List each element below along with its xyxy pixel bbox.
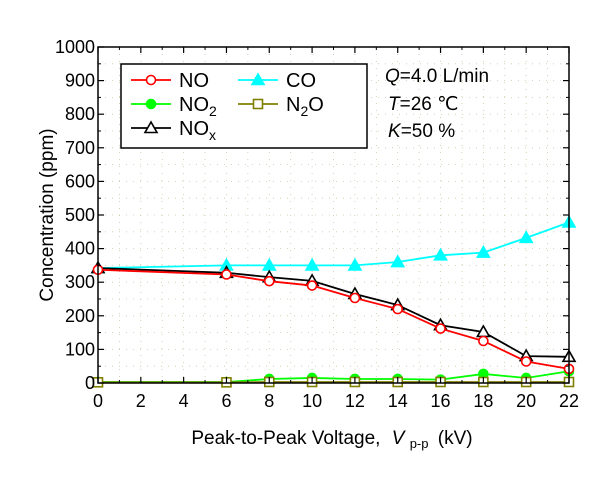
series-line-co	[97, 221, 570, 269]
x-tick-label: 16	[431, 391, 451, 411]
x-axis-title-unit: (kV)	[438, 428, 473, 449]
y-tick-label: 300	[65, 272, 95, 292]
x-axis-title-sub: p-p	[410, 436, 429, 451]
series-no	[92, 264, 575, 375]
y-tick-label: 800	[65, 104, 95, 124]
legend-marker	[145, 74, 157, 86]
condition-temperature: T=26 ℃	[388, 94, 458, 115]
legend-marker	[252, 98, 264, 110]
x-tick-label: 22	[559, 391, 579, 411]
x-axis-title: Peak-to-Peak Voltage, V p-p (kV)	[191, 428, 472, 453]
legend-label: CO	[286, 70, 316, 92]
legend-marker	[145, 98, 157, 110]
y-tick-label: 200	[65, 306, 95, 326]
x-tick-label: 6	[221, 391, 231, 411]
x-tick-label: 0	[93, 391, 103, 411]
x-tick-label: 12	[345, 391, 365, 411]
legend-item-co: CO	[238, 70, 316, 92]
x-tick-label: 14	[388, 391, 408, 411]
data-point-no	[392, 303, 404, 315]
y-tick-label: 0	[85, 373, 95, 393]
y-tick-label: 100	[65, 339, 95, 359]
x-axis-title-main: Peak-to-Peak Voltage,	[191, 428, 380, 449]
x-tick-label: 10	[302, 391, 322, 411]
y-tick-label: 600	[65, 171, 95, 191]
data-point-no	[520, 356, 532, 367]
data-point-no	[221, 269, 232, 280]
series-line-no	[97, 268, 570, 370]
legend-item-nox: NOx	[131, 118, 216, 143]
legend-marker	[143, 120, 159, 134]
legend-box	[120, 63, 368, 149]
data-point-co	[304, 257, 320, 271]
ticks: 0 100 200 300 400 500 600 700 800 900 1000 0 2 4 6 8 10 1…	[55, 37, 579, 411]
y-tick-label: 900	[65, 71, 95, 91]
data-point-no	[478, 335, 489, 347]
x-tick-label: 20	[516, 391, 536, 411]
data-point-co	[433, 247, 448, 261]
condition-humidity: K=50 %	[388, 121, 455, 142]
data-point-no	[263, 275, 275, 287]
data-point-no	[435, 323, 446, 334]
legend-label: N2O	[286, 94, 324, 119]
data-point-no	[306, 280, 318, 291]
legend-item-no: NO	[131, 70, 209, 92]
data-point-no	[349, 292, 361, 304]
data-point-co	[347, 257, 363, 271]
y-axis-title: Concentration (ppm)	[37, 128, 58, 301]
y-tick-label: 400	[65, 239, 95, 259]
x-tick-label: 4	[179, 391, 189, 411]
legend-marker	[250, 72, 266, 86]
legend-label: NOx	[179, 118, 216, 143]
data-point-co	[518, 230, 534, 244]
conditions-block: Q=4.0 L/min T=26 ℃ K=50 %	[385, 66, 489, 142]
x-tick-label: 18	[473, 391, 493, 411]
grid	[97, 46, 570, 384]
data-point-co	[475, 245, 491, 258]
legend-label: NO	[179, 70, 209, 92]
condition-flow-rate: Q=4.0 L/min	[385, 66, 489, 87]
y-tick-label: 700	[65, 138, 95, 158]
legend-item-n2o: N2O	[238, 94, 324, 119]
legend-item-no2: NO2	[131, 94, 217, 119]
x-axis-title-var: V	[392, 428, 407, 449]
data-point-co	[390, 254, 406, 268]
series-line-nox	[97, 267, 570, 358]
y-tick-label: 500	[65, 205, 95, 225]
x-tick-label: 8	[264, 391, 274, 411]
legend-label: NO2	[179, 94, 217, 119]
x-tick-label: 2	[136, 391, 146, 411]
y-tick-label: 1000	[55, 37, 95, 57]
